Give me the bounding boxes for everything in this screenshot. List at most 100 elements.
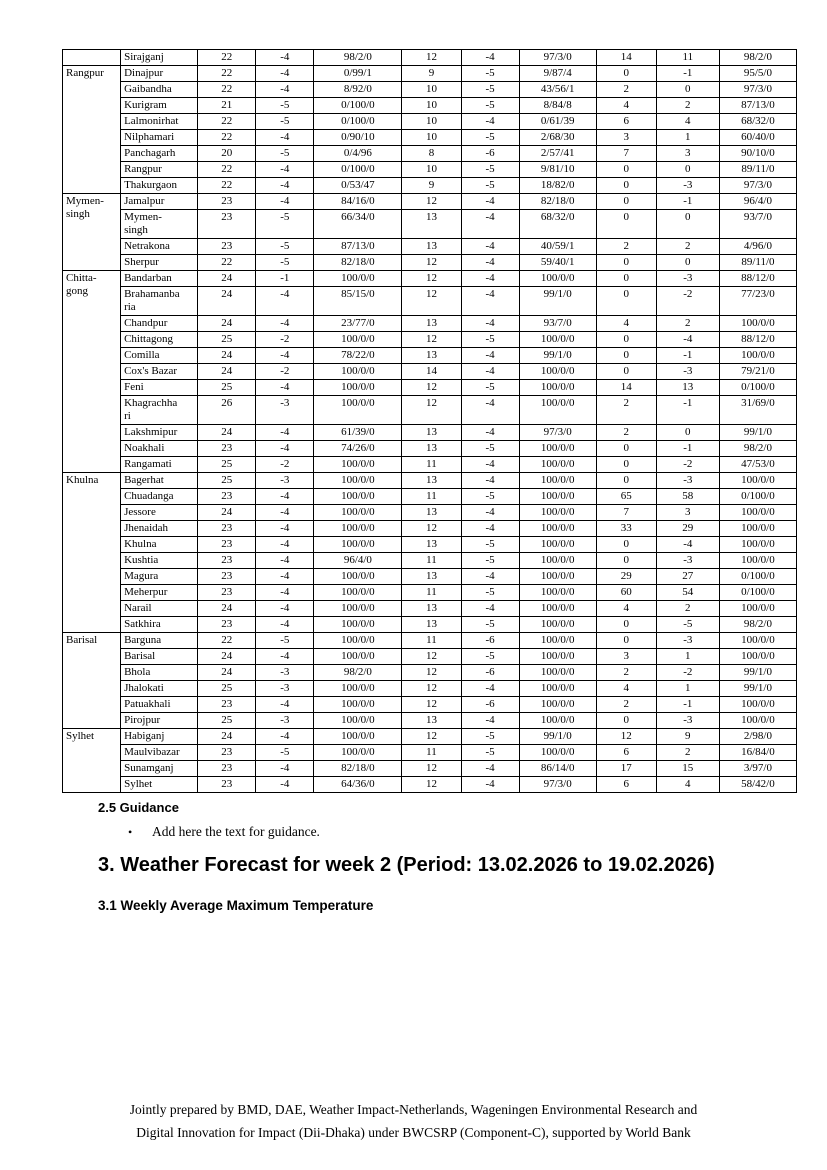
value-cell: -4 xyxy=(255,504,315,521)
district-cell: Jamalpur xyxy=(120,193,199,210)
value-cell: -4 xyxy=(460,680,520,697)
value-cell: 98/2/0 xyxy=(718,49,798,66)
value-cell: -5 xyxy=(460,81,520,98)
value-cell: 87/13/0 xyxy=(718,97,798,114)
value-cell: 7 xyxy=(595,145,657,162)
value-cell: -4 xyxy=(460,49,520,66)
value-cell: 2 xyxy=(655,238,720,255)
value-cell: 25 xyxy=(197,379,257,396)
value-cell: 100/0/0 xyxy=(718,347,798,364)
value-cell: -4 xyxy=(460,456,520,473)
value-cell: 100/0/0 xyxy=(313,472,403,489)
value-cell: 100/0/0 xyxy=(313,744,403,761)
value-cell: 98/2/0 xyxy=(313,664,403,681)
district-cell: Barisal xyxy=(120,648,199,665)
value-cell: -5 xyxy=(255,238,315,255)
value-cell: 25 xyxy=(197,456,257,473)
value-cell: -4 xyxy=(255,536,315,553)
value-cell: 13 xyxy=(401,712,462,729)
district-cell: Barguna xyxy=(120,632,199,649)
value-cell: 9/87/4 xyxy=(518,65,597,82)
table-row: Kurigram 21 -5 0/100/0 10 -5 8/84/8 4 2 87/13/0 xyxy=(63,97,798,114)
value-cell: 23 xyxy=(197,238,257,255)
value-cell: -3 xyxy=(655,270,720,287)
value-cell: 9 xyxy=(655,728,720,745)
value-cell: -5 xyxy=(460,744,520,761)
value-cell: 10 xyxy=(401,97,462,114)
value-cell: -6 xyxy=(460,696,520,713)
table-row: Sylhet Habiganj 24 -4 100/0/0 12 -5 99/1/0 12 9 2/… xyxy=(61,728,798,793)
value-cell: 2 xyxy=(595,81,657,98)
value-cell: 12 xyxy=(401,680,462,697)
value-cell: -4 xyxy=(460,315,520,332)
district-cell: Chandpur xyxy=(120,315,199,332)
forecast-table-body: Sirajganj 22 -4 98/2/0 12 -4 97/3/0 14 11 98/2/0 R… xyxy=(61,49,798,793)
table-row: Narail 24 -4 100/0/0 13 -4 100/0/0 4 2 100/0/0 xyxy=(63,600,798,617)
division-cell: Barisal xyxy=(61,632,122,729)
value-cell: 97/3/0 xyxy=(518,424,597,441)
value-cell: -4 xyxy=(255,65,315,82)
value-cell: -3 xyxy=(255,664,315,681)
value-cell: 4 xyxy=(655,113,720,130)
section3-1-subheading: 3.1 Weekly Average Maximum Temperature xyxy=(98,898,374,913)
value-cell: 24 xyxy=(197,728,257,745)
value-cell: -4 xyxy=(255,286,315,316)
value-cell: 4/96/0 xyxy=(718,238,798,255)
value-cell: 82/18/0 xyxy=(313,254,403,271)
value-cell: 100/0/0 xyxy=(518,744,597,761)
value-cell: 12 xyxy=(401,776,462,793)
district-cell: Brahamanba ria xyxy=(120,286,199,316)
value-cell: -5 xyxy=(460,97,520,114)
table-row: Jhenaidah 23 -4 100/0/0 12 -4 100/0/0 33 29 100/0… xyxy=(63,520,798,537)
value-cell: 23 xyxy=(197,520,257,537)
table-row: Chitta- gong Bandarban 24 -1 100/0/0 12 -4 100/… xyxy=(61,270,798,473)
value-cell: 2 xyxy=(655,315,720,332)
value-cell: 27 xyxy=(655,568,720,585)
value-cell: 100/0/0 xyxy=(313,331,403,348)
value-cell: 25 xyxy=(197,472,257,489)
value-cell: 100/0/0 xyxy=(313,395,403,425)
value-cell: 0 xyxy=(595,270,657,287)
value-cell: -5 xyxy=(460,331,520,348)
value-cell: -5 xyxy=(460,379,520,396)
table-row: Maulvibazar 23 -5 100/0/0 11 -5 100/0/0 6 2 16/84… xyxy=(63,744,798,761)
table-row: Meherpur 23 -4 100/0/0 11 -5 100/0/0 60 54 0/100/… xyxy=(63,584,798,601)
value-cell: 12 xyxy=(401,520,462,537)
table-row: Gaibandha 22 -4 8/92/0 10 -5 43/56/1 2 0 97/3/0 xyxy=(63,81,798,98)
value-cell: 100/0/0 xyxy=(518,696,597,713)
value-cell: 0/100/0 xyxy=(313,97,403,114)
value-cell: -1 xyxy=(655,347,720,364)
value-cell: 40/59/1 xyxy=(518,238,597,255)
value-cell: 100/0/0 xyxy=(313,379,403,396)
value-cell: 10 xyxy=(401,129,462,146)
district-cell: Kurigram xyxy=(120,97,199,114)
value-cell: 100/0/0 xyxy=(518,270,597,287)
table-row: Kushtia 23 -4 96/4/0 11 -5 100/0/0 0 -3 100/0/0 xyxy=(63,552,798,569)
value-cell: 0 xyxy=(595,286,657,316)
value-cell: 23 xyxy=(197,776,257,793)
value-cell: 93/7/0 xyxy=(518,315,597,332)
value-cell: 58/42/0 xyxy=(718,776,798,793)
district-cell: Jessore xyxy=(120,504,199,521)
value-cell: 13 xyxy=(655,379,720,396)
value-cell: 22 xyxy=(197,49,257,66)
value-cell: 4 xyxy=(595,600,657,617)
value-cell: -2 xyxy=(255,363,315,380)
value-cell: 100/0/0 xyxy=(718,600,798,617)
value-cell: -4 xyxy=(460,238,520,255)
value-cell: 0 xyxy=(595,363,657,380)
value-cell: -4 xyxy=(255,424,315,441)
value-cell: 29 xyxy=(655,520,720,537)
division-cell xyxy=(61,49,122,66)
value-cell: 0/100/0 xyxy=(718,379,798,396)
value-cell: -3 xyxy=(255,472,315,489)
value-cell: 0 xyxy=(595,254,657,271)
value-cell: 77/23/0 xyxy=(718,286,798,316)
table-row: Rangamati 25 -2 100/0/0 11 -4 100/0/0 0 -2 47/53/… xyxy=(63,456,798,473)
value-cell: 68/32/0 xyxy=(518,209,597,239)
value-cell: -4 xyxy=(255,696,315,713)
value-cell: 9 xyxy=(401,65,462,82)
district-cell: Sylhet xyxy=(120,776,199,793)
value-cell: 61/39/0 xyxy=(313,424,403,441)
value-cell: -4 xyxy=(460,193,520,210)
